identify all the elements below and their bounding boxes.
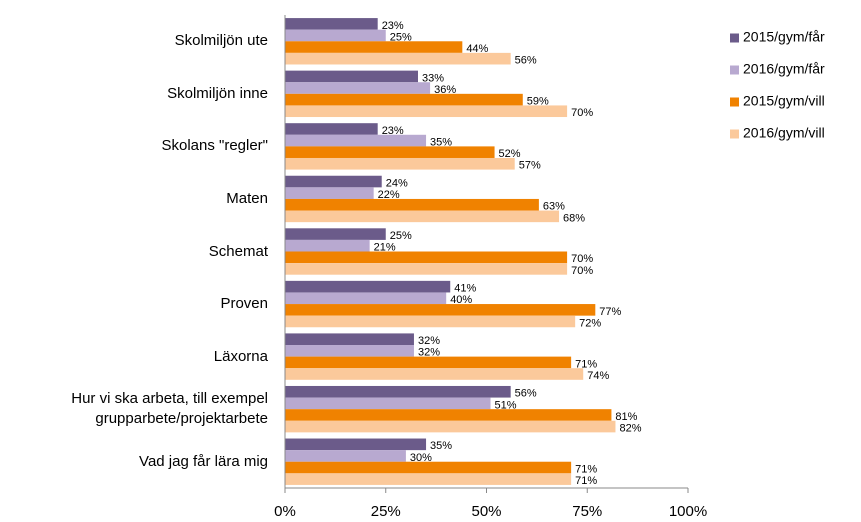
bar [285,292,447,305]
legend-label: 2015/gym/vill [743,93,825,109]
legend-label: 2016/gym/får [743,61,825,77]
bar [285,315,576,328]
data-label: 23% [382,20,404,32]
data-label: 71% [575,358,597,370]
bar [285,438,427,451]
bar [285,420,616,433]
legend-swatch [730,97,739,107]
data-label: 77% [599,306,621,318]
bar [285,304,596,316]
bar [285,198,539,211]
data-label: 44% [466,43,488,55]
data-label: 70% [571,265,593,277]
bar [285,263,568,275]
bar [285,105,568,118]
data-label: 35% [430,440,452,452]
data-label: 59% [527,96,549,108]
legend-swatch [730,33,739,43]
bar [285,385,511,398]
data-label: 40% [450,294,472,306]
bar [285,41,463,53]
data-label: 68% [563,212,585,224]
bar [285,52,511,65]
bar [285,239,370,252]
x-tick-label: 75% [572,503,602,520]
data-label: 51% [495,399,517,411]
data-label: 71% [575,463,597,475]
category-label: Hur vi ska arbeta, till exempel grupparb… [71,390,268,428]
bar [285,409,612,421]
data-label: 23% [382,125,404,137]
data-label: 57% [519,160,541,172]
data-label: 41% [454,283,476,295]
bar [285,157,515,170]
bar [285,175,382,188]
legend-label: 2015/gym/får [743,29,825,45]
data-label: 81% [615,411,637,423]
bar [285,473,572,485]
category-label: Maten [226,189,268,207]
legend-label: 2016/gym/vill [743,125,825,141]
data-label: 63% [543,201,565,213]
bar [285,146,495,158]
bar [285,70,418,83]
data-label: 30% [410,452,432,464]
data-label: 32% [418,347,440,359]
legend-swatch [730,65,739,75]
bar [285,356,572,369]
data-label: 70% [571,107,593,119]
bar [285,123,378,135]
bar [285,345,414,357]
bar [285,18,378,30]
category-label: Schemat [208,242,268,260]
data-label: 25% [390,31,412,43]
legend-swatch [730,129,739,139]
data-label: 56% [515,55,537,67]
x-tick-label: 0% [274,503,296,520]
bar [285,29,386,42]
data-label: 35% [430,136,452,148]
x-tick-label: 50% [471,503,501,520]
data-label: 22% [378,189,400,201]
data-label: 32% [418,335,440,347]
data-label: 74% [587,370,609,382]
bar [285,280,451,293]
data-label: 36% [434,84,456,96]
data-label: 33% [422,72,444,84]
data-label: 21% [374,242,396,254]
bar [285,210,560,223]
bar [285,93,523,106]
data-label: 56% [515,388,537,400]
data-label: 82% [619,422,641,434]
data-label: 72% [579,317,601,329]
category-label: Skolmiljön inne [167,84,268,102]
category-label: Läxorna [213,347,268,365]
data-label: 70% [571,253,593,265]
bar [285,251,568,264]
bar [285,333,414,346]
category-label: Vad jag får lära mig [139,452,268,470]
x-tick-label: 100% [669,503,707,520]
data-label: 52% [499,148,521,160]
data-label: 71% [575,475,597,487]
bar [285,368,584,380]
bar [285,134,427,147]
bar [285,461,572,474]
category-label: Proven [220,295,268,313]
bar [285,187,374,199]
bar [285,228,386,240]
category-label: Skolans "regler" [161,137,268,155]
data-label: 24% [386,177,408,189]
bar [285,82,431,94]
data-label: 25% [390,230,412,242]
category-label: Skolmiljön ute [174,32,268,50]
bar [285,397,491,410]
bar [285,450,406,462]
x-tick-label: 25% [371,503,401,520]
